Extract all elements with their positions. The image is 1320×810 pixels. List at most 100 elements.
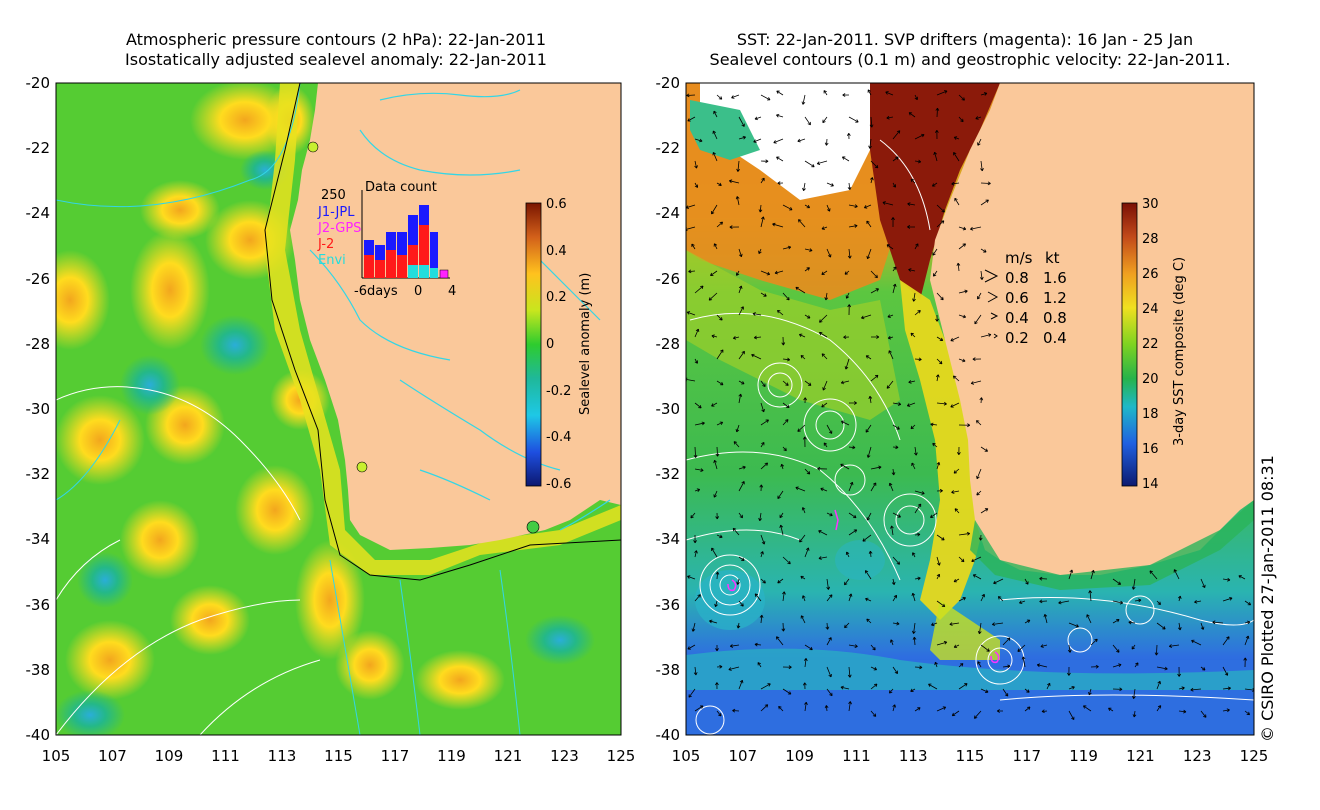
velocity-key-kt-3: 0.4 [1043,329,1067,347]
sla-colorbar-tick: -0.4 [546,430,572,446]
velocity-arrow [782,665,792,670]
velocity-arrow [694,402,702,409]
velocity-arrow [760,534,766,545]
velocity-arrow [888,688,894,694]
right-y-tick: -20 [655,74,681,92]
velocity-arrow [870,177,874,184]
velocity-arrow [882,201,894,206]
velocity-arrow [953,152,960,162]
right-y-tick: -32 [655,465,681,484]
velocity-arrow [868,550,873,558]
velocity-arrow [738,679,744,690]
velocity-arrow [780,463,785,470]
velocity-arrow [865,597,872,602]
velocity-arrow [848,445,856,450]
velocity-arrow [870,335,880,339]
velocity-arrow [760,402,765,413]
right-x-tick: 119 [1069,747,1098,765]
velocity-arrow [914,243,919,250]
velocity-arrow [935,374,940,382]
velocity-arrow [892,594,898,602]
velocity-arrow [1088,590,1093,602]
velocity-arrow [891,468,896,476]
velocity-arrow [694,705,704,712]
velocity-arrow [1024,688,1030,693]
velocity-arrow [908,112,916,118]
velocity-arrow [715,682,719,690]
right-x-tick: 107 [728,747,758,765]
velocity-arrow [950,336,960,342]
left-map [56,83,621,735]
velocity-arrow [914,357,922,362]
velocity-arrow [892,266,897,272]
velocity-arrow [694,138,703,143]
velocity-arrow [848,529,858,536]
velocity-arrow [820,487,828,492]
velocity-arrow [819,314,828,323]
velocity-arrow [694,550,698,558]
velocity-arrow [930,422,938,427]
velocity-arrow [800,355,806,360]
velocity-arrow [840,463,850,470]
velocity-arrow [958,683,968,690]
velocity-arrow [953,578,960,583]
velocity-arrow [980,593,985,602]
velocity-arrow [844,270,850,275]
sst-colorbar-tick: 26 [1142,267,1159,282]
velocity-arrow [914,310,921,316]
velocity-key-kt-1: 1.2 [1043,289,1067,307]
velocity-arrow [1212,620,1224,625]
velocity-arrow [914,94,919,101]
velocity-arrow [1132,688,1136,699]
velocity-arrow [826,424,833,434]
left-x-tick: 119 [437,747,466,765]
left-y-tick: -20 [25,74,51,92]
velocity-arrow [803,658,808,668]
velocity-arrow [824,705,829,712]
sst-colorbar-tick: 20 [1142,372,1159,387]
sla-colorbar-tick: -0.2 [546,383,572,399]
velocity-arrow [980,181,991,186]
velocity-arrow [738,465,746,470]
velocity-arrow [729,644,740,648]
velocity-arrow [1222,577,1231,582]
velocity-arrow [978,534,983,541]
velocity-arrow [733,441,740,448]
velocity-arrow [803,397,808,404]
velocity-arrow [958,531,971,536]
left-x-tick: 117 [380,747,410,765]
inset-mission-envi: Envi [318,253,346,268]
right-x-tick: 109 [785,747,814,765]
velocity-arrow [1200,710,1207,718]
velocity-arrow [1041,709,1048,714]
velocity-arrow [958,243,966,250]
velocity-arrow [935,129,939,140]
velocity-arrow [694,468,704,472]
left-title-line1: Atmospheric pressure contours (2 hPa): 2… [125,30,547,49]
velocity-arrow [804,644,813,651]
data-count-inset [361,190,450,279]
velocity-arrow [843,335,850,340]
velocity-arrow [885,91,894,96]
velocity-arrow [976,468,982,480]
velocity-arrow [848,116,859,123]
velocity-arrow [910,178,916,184]
velocity-arrow [892,424,900,430]
velocity-arrow [958,94,965,101]
velocity-arrow [1017,644,1026,652]
inset-mission-j1: J1-JPL [318,205,355,220]
velocity-arrow [980,248,987,253]
sst-colorbar-tick: 30 [1142,197,1159,212]
velocity-arrow [774,270,784,275]
velocity-arrow [848,481,854,492]
velocity-arrow [886,380,894,389]
velocity-arrow [1154,644,1159,656]
velocity-arrow [711,402,718,407]
inset-x-label-start: -6days [354,284,398,299]
velocity-arrow [869,116,874,128]
velocity-arrow [732,527,740,536]
velocity-arrow [930,512,938,518]
velocity-arrow [870,644,876,651]
left-x-tick: 109 [154,747,184,765]
